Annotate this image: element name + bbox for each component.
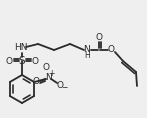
Text: O: O (31, 57, 39, 65)
Text: O: O (42, 63, 50, 72)
Text: O: O (5, 57, 12, 65)
Text: N: N (45, 74, 51, 82)
Text: +: + (49, 70, 55, 78)
Text: O: O (33, 78, 40, 86)
Text: −: − (61, 84, 67, 93)
Text: H: H (84, 51, 90, 59)
Text: S: S (19, 56, 25, 66)
Text: O: O (57, 80, 64, 89)
Text: HN: HN (14, 44, 28, 53)
Text: O: O (107, 46, 115, 55)
Text: O: O (96, 34, 102, 42)
Text: N: N (84, 46, 90, 55)
